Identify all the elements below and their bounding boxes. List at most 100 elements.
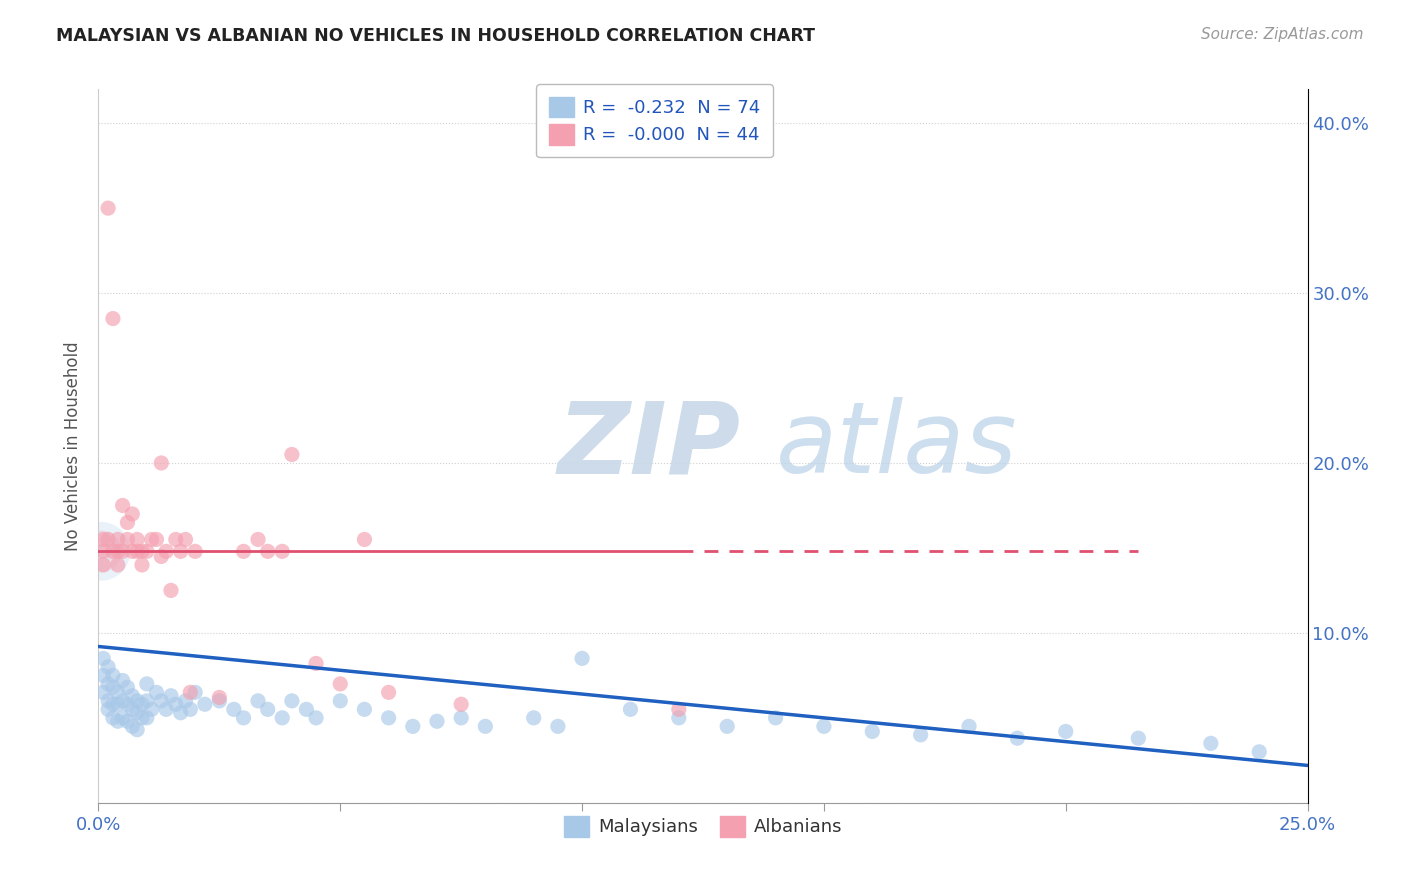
Point xyxy=(305,657,328,671)
Point xyxy=(127,723,149,737)
Point xyxy=(179,702,201,716)
Legend: Malaysians, Albanians: Malaysians, Albanians xyxy=(557,808,849,844)
Point xyxy=(571,651,593,665)
Point xyxy=(141,702,163,716)
Point xyxy=(194,698,217,712)
Point xyxy=(1199,736,1222,750)
Point xyxy=(121,544,143,558)
Point xyxy=(91,544,114,558)
Point xyxy=(1128,731,1150,746)
Point xyxy=(155,702,177,716)
Point xyxy=(101,311,124,326)
Point xyxy=(668,711,690,725)
Point xyxy=(107,558,129,572)
Point xyxy=(101,711,124,725)
Point xyxy=(169,706,191,720)
Point xyxy=(145,533,167,547)
Point xyxy=(107,533,129,547)
Point xyxy=(131,698,153,712)
Point xyxy=(353,533,375,547)
Point xyxy=(101,680,124,694)
Point xyxy=(97,533,120,547)
Point xyxy=(127,533,149,547)
Point xyxy=(107,544,129,558)
Point xyxy=(174,694,197,708)
Point xyxy=(377,685,399,699)
Point xyxy=(208,694,231,708)
Point xyxy=(1054,724,1077,739)
Text: ZIP: ZIP xyxy=(558,398,741,494)
Point xyxy=(101,544,124,558)
Point xyxy=(256,702,278,716)
Point xyxy=(353,702,375,716)
Point xyxy=(271,711,294,725)
Y-axis label: No Vehicles in Household: No Vehicles in Household xyxy=(65,341,83,551)
Point xyxy=(121,719,143,733)
Point xyxy=(957,719,980,733)
Point xyxy=(222,702,245,716)
Point xyxy=(91,651,114,665)
Point xyxy=(450,711,472,725)
Point xyxy=(90,544,112,558)
Point xyxy=(247,694,270,708)
Point xyxy=(131,544,153,558)
Point xyxy=(127,544,149,558)
Point xyxy=(547,719,569,733)
Point xyxy=(150,694,173,708)
Point xyxy=(127,706,149,720)
Point xyxy=(184,685,207,699)
Point xyxy=(155,544,177,558)
Point xyxy=(450,698,472,712)
Point xyxy=(169,544,191,558)
Point xyxy=(402,719,425,733)
Point xyxy=(111,711,134,725)
Point xyxy=(179,685,201,699)
Point xyxy=(329,677,352,691)
Point xyxy=(127,694,149,708)
Point xyxy=(160,583,183,598)
Point xyxy=(619,702,641,716)
Point xyxy=(91,558,114,572)
Point xyxy=(111,499,134,513)
Point xyxy=(91,668,114,682)
Point xyxy=(135,694,157,708)
Point xyxy=(165,533,187,547)
Point xyxy=(150,456,173,470)
Point xyxy=(90,544,112,558)
Point xyxy=(910,728,932,742)
Point xyxy=(1007,731,1029,746)
Point xyxy=(474,719,496,733)
Point xyxy=(184,544,207,558)
Text: MALAYSIAN VS ALBANIAN NO VEHICLES IN HOUSEHOLD CORRELATION CHART: MALAYSIAN VS ALBANIAN NO VEHICLES IN HOU… xyxy=(56,27,815,45)
Point xyxy=(281,694,304,708)
Point xyxy=(377,711,399,725)
Point xyxy=(101,698,124,712)
Point xyxy=(117,698,139,712)
Point xyxy=(111,544,134,558)
Point xyxy=(160,689,183,703)
Point xyxy=(97,660,120,674)
Point xyxy=(97,677,120,691)
Point xyxy=(121,702,143,716)
Point xyxy=(247,533,270,547)
Text: Source: ZipAtlas.com: Source: ZipAtlas.com xyxy=(1201,27,1364,42)
Point xyxy=(813,719,835,733)
Point xyxy=(111,673,134,688)
Point xyxy=(135,677,157,691)
Point xyxy=(668,702,690,716)
Point xyxy=(145,685,167,699)
Point xyxy=(101,668,124,682)
Point xyxy=(150,549,173,564)
Point xyxy=(107,714,129,729)
Point xyxy=(117,680,139,694)
Point xyxy=(121,507,143,521)
Point xyxy=(131,558,153,572)
Point xyxy=(111,694,134,708)
Point xyxy=(860,724,883,739)
Point xyxy=(232,711,254,725)
Point xyxy=(295,702,318,716)
Point xyxy=(281,448,304,462)
Point xyxy=(91,685,114,699)
Point xyxy=(256,544,278,558)
Point xyxy=(97,201,120,215)
